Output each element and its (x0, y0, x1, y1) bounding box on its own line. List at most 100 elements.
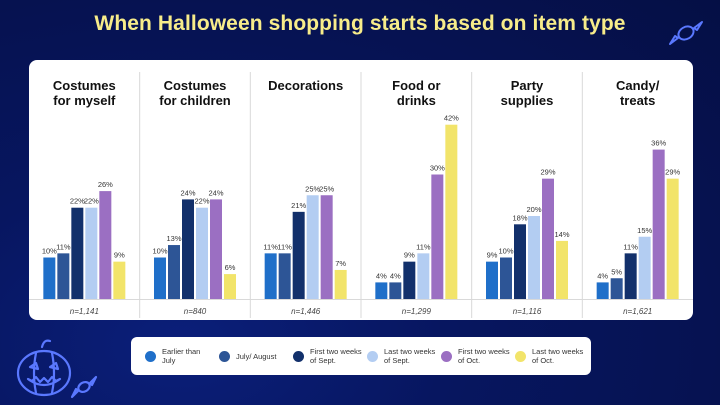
group-title: for myself (53, 93, 116, 108)
legend-label: First two weeks of Sept. (310, 347, 362, 365)
data-label: 29% (665, 168, 680, 177)
bar (514, 224, 526, 299)
bar (596, 282, 609, 299)
bar (292, 211, 305, 299)
sample-size-label: n=1,446 (291, 307, 321, 316)
bar (57, 253, 70, 299)
bar (666, 178, 679, 299)
data-label: 10% (498, 247, 513, 256)
data-label: 6% (225, 263, 236, 272)
bar (278, 253, 291, 299)
bar (43, 257, 56, 299)
bar (417, 253, 430, 299)
data-label: 22% (194, 197, 209, 206)
chart-title: When Halloween shopping starts based on … (94, 12, 626, 35)
data-label: 11% (277, 242, 292, 251)
data-label: 11% (56, 242, 71, 251)
data-label: 30% (430, 164, 445, 173)
bar (182, 199, 194, 299)
data-label: 4% (597, 271, 608, 280)
bar (99, 191, 112, 299)
data-label: 20% (526, 205, 541, 214)
bar (610, 278, 623, 299)
data-label: 25% (319, 184, 334, 193)
pumpkin-icon (16, 339, 98, 399)
bar (431, 174, 444, 299)
bar (113, 261, 126, 299)
legend: Earlier than July July/ August First two w… (131, 337, 591, 375)
bar (375, 282, 388, 299)
data-label: 42% (444, 114, 459, 123)
data-label: 24% (208, 188, 223, 197)
data-label: 29% (540, 168, 555, 177)
data-label: 11% (623, 242, 638, 251)
bar (624, 253, 637, 299)
data-label: 25% (305, 184, 320, 193)
legend-item: Earlier than July (145, 341, 214, 371)
bar (389, 282, 402, 299)
data-label: 9% (404, 251, 415, 260)
legend-label: July/ August (236, 351, 277, 361)
bar (638, 236, 651, 299)
data-label: 11% (416, 242, 431, 251)
legend-item: First two weeks of Sept. (293, 341, 362, 371)
group-title: Costumes (53, 78, 116, 93)
bar (264, 253, 277, 299)
data-label: 5% (611, 267, 622, 276)
bar (542, 178, 554, 299)
data-label: 24% (180, 188, 195, 197)
data-label: 9% (487, 251, 498, 260)
data-label: 22% (84, 197, 99, 206)
legend-swatch (515, 350, 526, 362)
data-label: 4% (376, 271, 387, 280)
data-label: 7% (335, 259, 346, 268)
bar (528, 216, 540, 299)
group-title: treats (620, 93, 655, 108)
legend-item: Last two weeks of Sept. (367, 341, 436, 371)
data-label: 4% (390, 271, 401, 280)
data-label: 15% (637, 226, 652, 235)
bar (556, 240, 568, 299)
bar (320, 195, 333, 299)
legend-label: First two weeks of Oct. (458, 347, 510, 365)
group-title: for children (159, 93, 231, 108)
bar (71, 207, 84, 299)
sample-size-label: n=1,621 (623, 307, 652, 316)
legend-item: Last two weeks of Oct. (515, 341, 584, 371)
group-title: Food or (392, 78, 440, 93)
data-label: 18% (512, 213, 527, 222)
data-label: 22% (70, 197, 85, 206)
candy-icon (669, 21, 703, 45)
legend-label: Earlier than July (162, 347, 201, 365)
bar (445, 124, 458, 299)
legend-swatch (367, 350, 378, 362)
legend-item: First two weeks of Oct. (441, 341, 510, 371)
group-title: drinks (397, 93, 436, 108)
sample-size-label: n=1,299 (402, 307, 432, 316)
group-title: supplies (501, 93, 554, 108)
group-title: Party (511, 78, 544, 93)
legend-label: Last two weeks of Oct. (532, 347, 584, 365)
bar (196, 207, 208, 299)
bar (168, 245, 180, 299)
data-label: 10% (42, 247, 57, 256)
legend-swatch (219, 350, 230, 362)
legend-label: Last two weeks of Sept. (384, 347, 436, 365)
bar (224, 274, 236, 299)
legend-swatch (145, 350, 156, 362)
bar (85, 207, 98, 299)
group-title: Costumes (164, 78, 227, 93)
legend-item: July/ August (219, 341, 288, 371)
sample-size-label: n=1,116 (513, 307, 542, 316)
bar (210, 199, 222, 299)
bar (306, 195, 319, 299)
data-label: 13% (166, 234, 181, 243)
data-label: 26% (98, 180, 113, 189)
bar (486, 261, 498, 299)
legend-swatch (293, 350, 304, 362)
sample-size-label: n=840 (184, 307, 207, 316)
chart-panel: Costumes for myself 10% 11% 22% 22% 26% 9% n=1,1… (29, 60, 693, 320)
data-label: 14% (554, 230, 569, 239)
bar (403, 261, 416, 299)
